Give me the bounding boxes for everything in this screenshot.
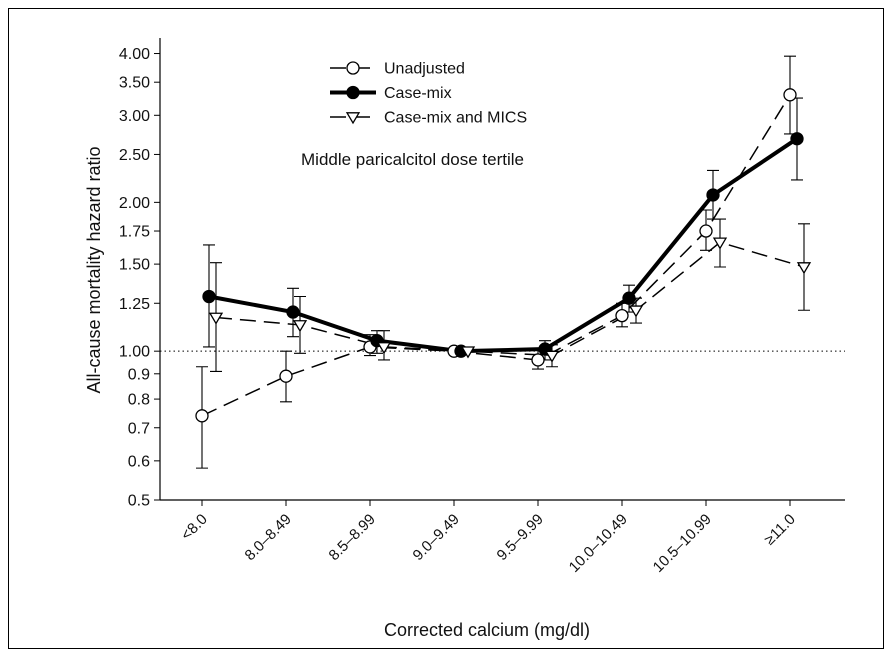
data-point xyxy=(699,224,713,238)
series-line xyxy=(201,94,791,417)
y-tick-label: 1.50 xyxy=(119,257,150,274)
legend-label: Case-mix and MICS xyxy=(384,110,527,127)
x-tick-label: ≥11.0 xyxy=(761,511,799,549)
y-tick-label: 0.9 xyxy=(128,366,150,383)
x-tick-label: 9.5–9.99 xyxy=(494,511,547,564)
x-tick-label: <8.0 xyxy=(178,511,211,544)
data-point xyxy=(544,350,560,363)
data-point xyxy=(706,188,720,202)
data-point xyxy=(783,88,797,102)
legend-marker xyxy=(345,112,361,125)
legend-label: Unadjusted xyxy=(384,61,465,78)
x-tick-label: 10.0–10.49 xyxy=(566,511,631,576)
data-point xyxy=(195,409,209,423)
frame xyxy=(8,8,884,649)
y-tick-label: 2.00 xyxy=(119,195,150,212)
data-point xyxy=(460,346,476,359)
legend-marker xyxy=(346,61,360,75)
x-tick-label: 10.5–10.99 xyxy=(650,511,715,576)
data-point xyxy=(712,237,728,250)
data-point xyxy=(790,132,804,146)
y-tick-label: 3.00 xyxy=(119,108,150,125)
data-point xyxy=(628,305,644,318)
x-tick-label: 8.0–8.49 xyxy=(242,511,295,564)
data-point xyxy=(202,289,216,304)
y-tick-label: 0.7 xyxy=(128,420,150,437)
y-tick-label: 0.8 xyxy=(128,392,150,409)
data-point xyxy=(622,291,636,305)
annotation: Middle paricalcitol dose tertile xyxy=(301,150,524,169)
x-tick-label: 8.5–8.99 xyxy=(326,511,379,564)
data-point xyxy=(286,305,300,319)
data-point xyxy=(279,369,293,383)
x-tick-label: 9.0–9.49 xyxy=(410,511,463,564)
y-tick-label: 3.50 xyxy=(119,75,150,92)
data-point xyxy=(531,353,545,367)
y-tick-label: 1.25 xyxy=(119,296,150,313)
y-tick-label: 2.50 xyxy=(119,147,150,164)
data-point xyxy=(796,262,812,275)
y-tick-label: 4.00 xyxy=(119,46,150,63)
data-point xyxy=(615,308,629,323)
y-axis-label: All-cause mortality hazard ratio xyxy=(84,146,104,393)
data-point xyxy=(208,312,224,325)
y-tick-label: 1.75 xyxy=(119,224,150,241)
data-point xyxy=(292,320,308,333)
y-tick-label: 0.5 xyxy=(128,493,150,510)
x-axis-label: Corrected calcium (mg/dl) xyxy=(384,620,590,640)
series-line xyxy=(215,241,805,357)
series-line xyxy=(208,137,799,354)
legend-marker xyxy=(346,85,360,100)
legend-label: Case-mix xyxy=(384,85,452,102)
y-tick-label: 1.00 xyxy=(119,344,150,361)
y-tick-label: 0.6 xyxy=(128,453,150,470)
data-point xyxy=(376,342,392,355)
